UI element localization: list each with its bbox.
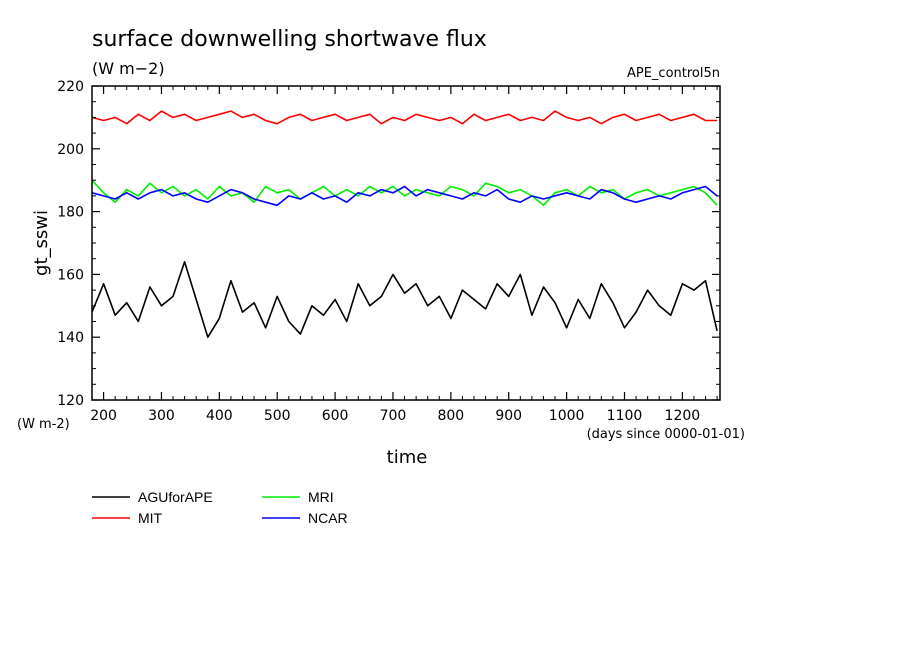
y-tick-label: 160 <box>57 267 84 283</box>
y-tick-label: 200 <box>57 142 84 158</box>
y-tick-label: 180 <box>57 205 84 221</box>
x-tick-label: 700 <box>380 408 407 424</box>
x-tick-label: 500 <box>264 408 291 424</box>
series-line-aguforape <box>91 260 718 339</box>
x-tick-label: 600 <box>322 408 349 424</box>
x-tick-label: 300 <box>148 408 175 424</box>
chart-title: surface downwelling shortwave flux <box>92 27 487 52</box>
y-axis-label: gt_sswi <box>31 210 52 276</box>
y-axis: 120 140 160 180 200 220 <box>57 79 720 409</box>
legend-label: MIT <box>138 510 163 526</box>
y-tick-label: 140 <box>57 330 84 346</box>
x-tick-label: 200 <box>90 408 117 424</box>
legend-label: MRI <box>308 489 334 505</box>
legend: AGUforAPE MIT MRI NCAR <box>92 489 348 526</box>
series-line-mit <box>91 110 718 125</box>
x-tick-label: 1000 <box>549 408 585 424</box>
plot-frame <box>91 85 721 401</box>
series-line-ncar <box>91 185 718 207</box>
chart-units: (W m−2) <box>92 59 165 78</box>
experiment-label: APE_control5n <box>627 66 720 81</box>
y-units-label: (W m-2) <box>17 417 70 432</box>
plot-lines <box>91 110 718 339</box>
x-axis: 200 300 400 500 600 700 800 900 1000 1100 1200 <box>90 86 718 424</box>
x-tick-label: 1100 <box>607 408 643 424</box>
x-tick-label: 1200 <box>665 408 701 424</box>
y-tick-label: 220 <box>57 79 84 95</box>
x-axis-label: time <box>387 447 428 468</box>
y-tick-label: 120 <box>57 393 84 409</box>
x-tick-label: 800 <box>437 408 464 424</box>
x-units-label: (days since 0000-01-01) <box>587 427 745 442</box>
legend-label: NCAR <box>308 510 348 526</box>
series-line-mri <box>91 179 718 207</box>
x-tick-label: 400 <box>206 408 233 424</box>
x-tick-label: 900 <box>495 408 522 424</box>
legend-label: AGUforAPE <box>138 489 213 505</box>
